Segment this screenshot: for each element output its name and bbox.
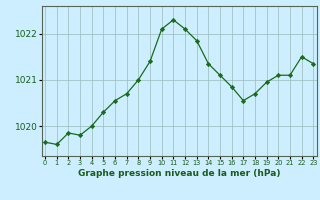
X-axis label: Graphe pression niveau de la mer (hPa): Graphe pression niveau de la mer (hPa) bbox=[78, 169, 280, 178]
